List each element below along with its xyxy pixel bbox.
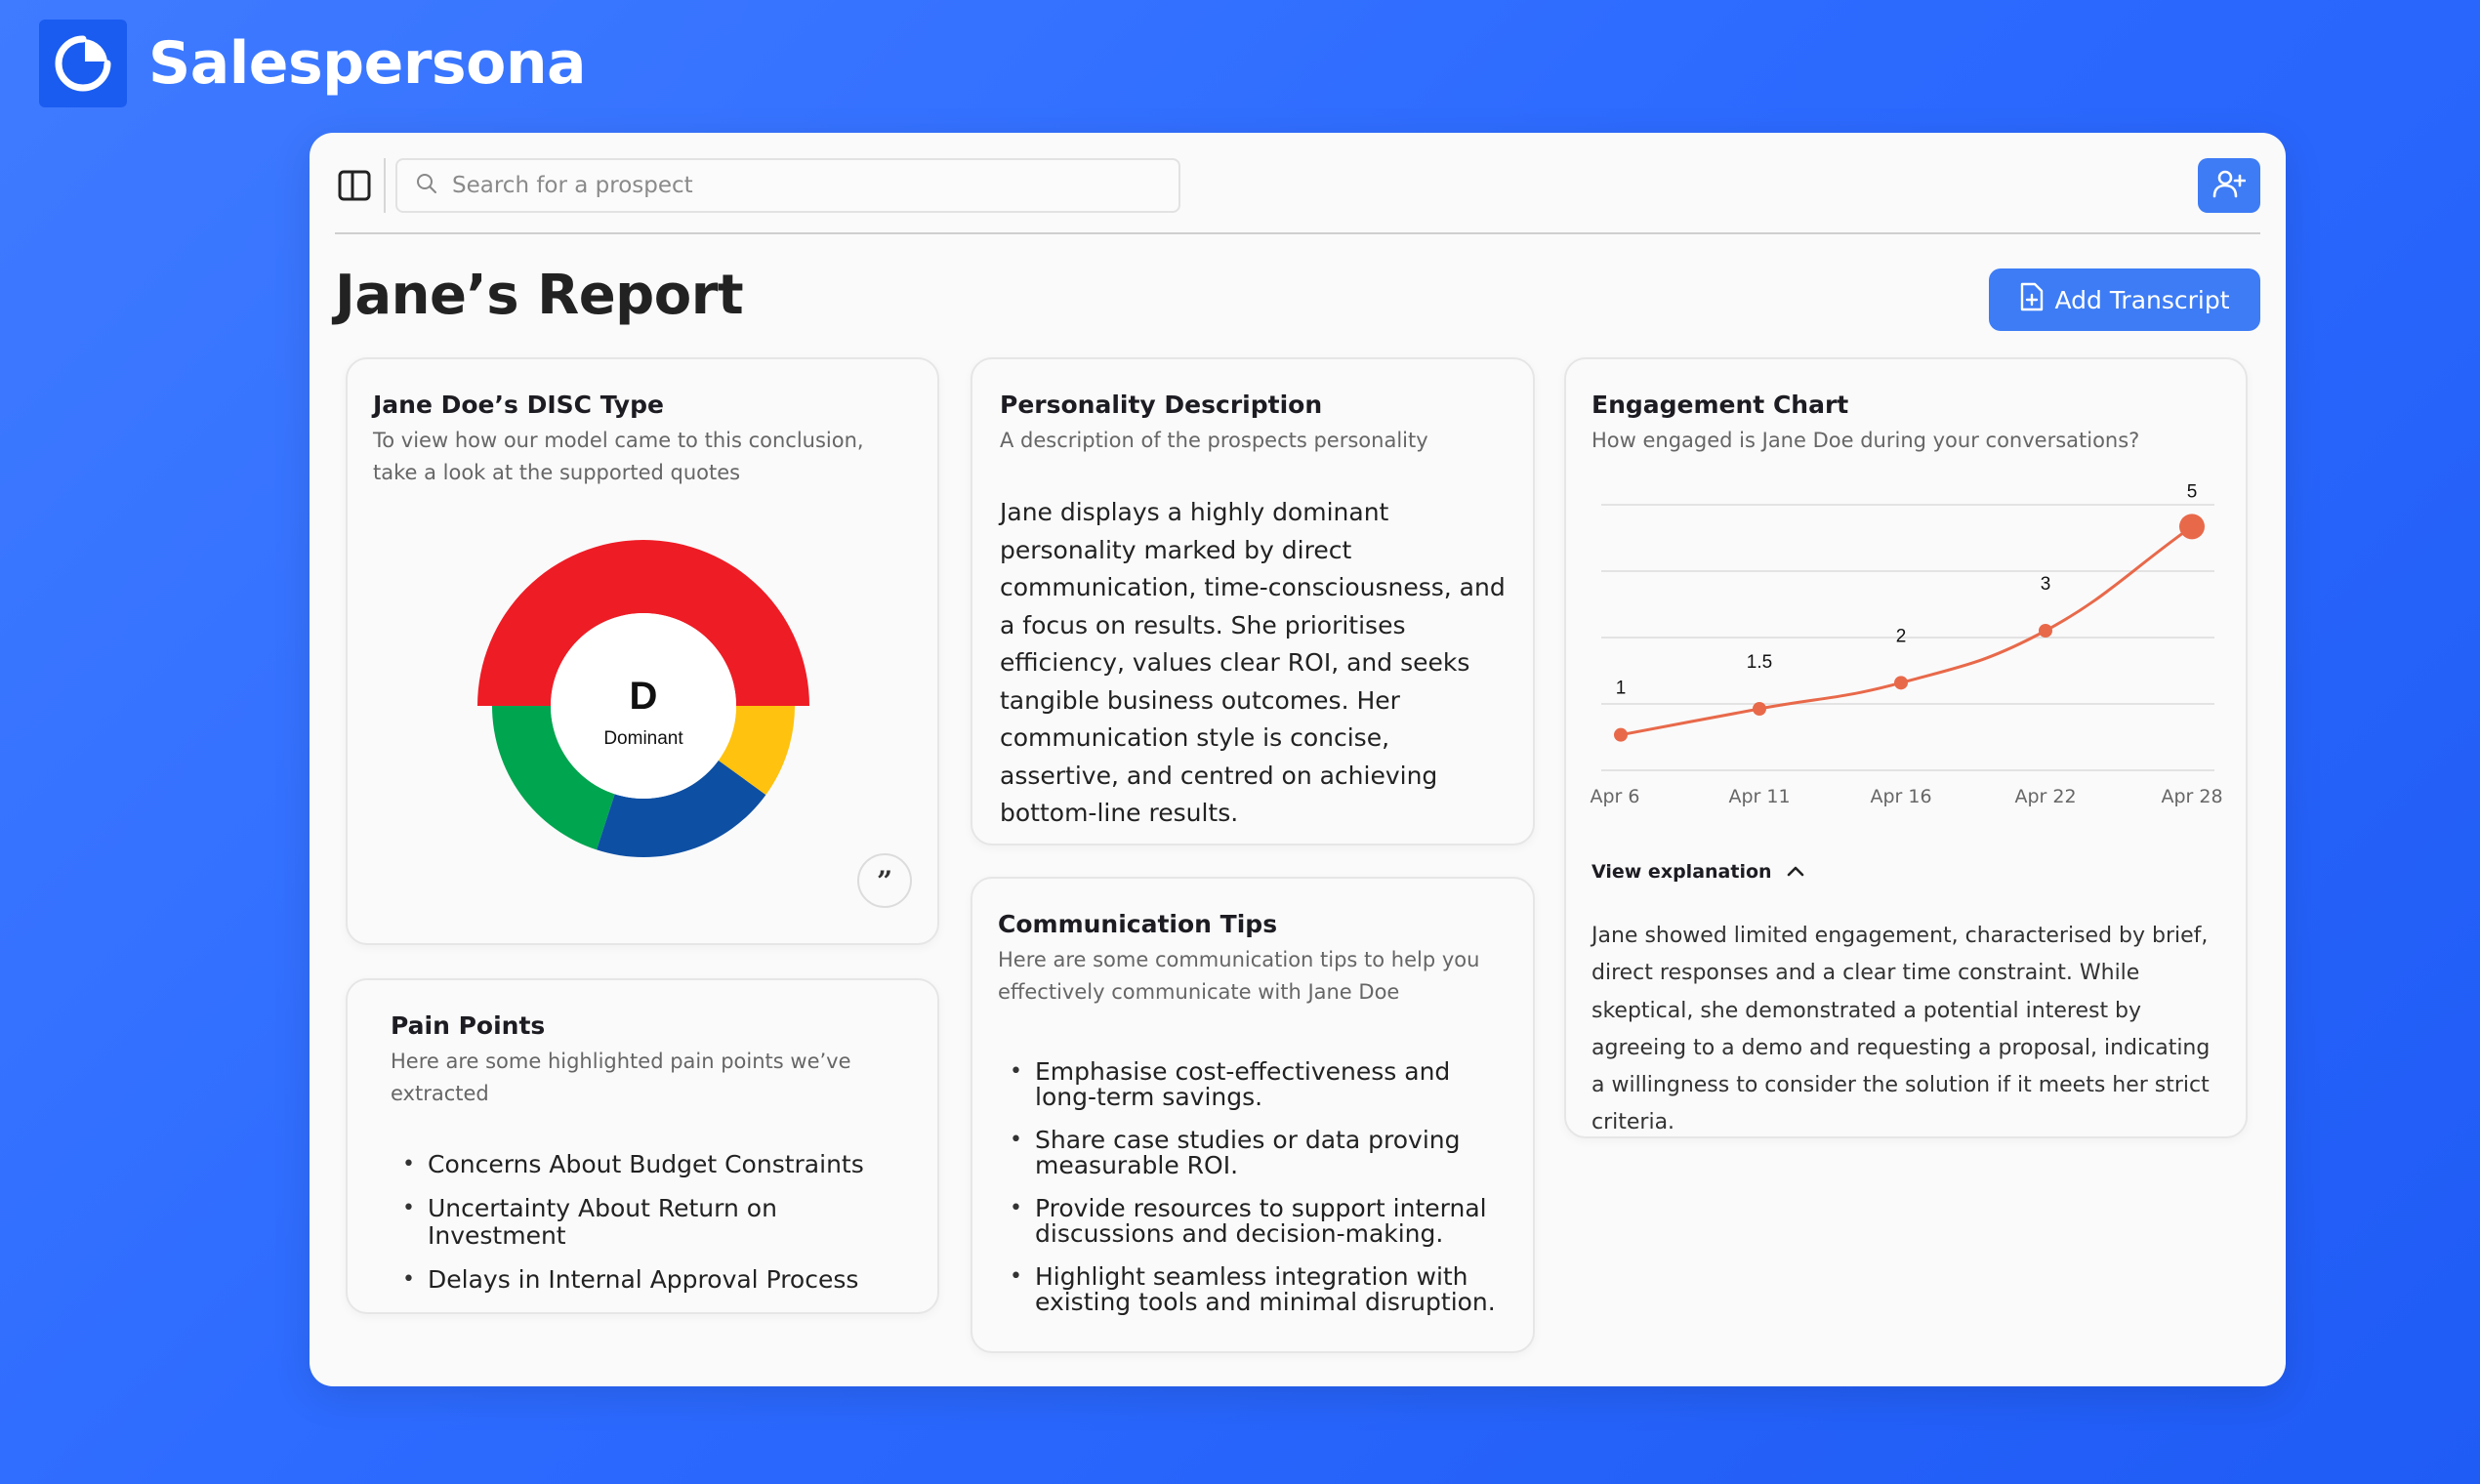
disc-type-card: Jane Doe’s DISC Type To view how our mod…: [346, 357, 939, 945]
search-icon: [415, 172, 438, 199]
personality-body: Jane displays a highly dominant personal…: [1000, 498, 1506, 827]
data-label: 5: [2187, 481, 2198, 502]
donut-segment-c: [492, 706, 615, 850]
list-item: Emphasise cost-effectiveness and long-te…: [998, 1059, 1508, 1110]
x-tick-label: Apr 11: [1728, 786, 1790, 807]
data-point[interactable]: [1614, 727, 1628, 742]
search-input[interactable]: [452, 173, 1136, 198]
supporting-quotes-button[interactable]: ”: [857, 853, 912, 908]
personality-card: Personality Description A description of…: [971, 357, 1535, 845]
pain-points-list: Concerns About Budget Constraints Uncert…: [391, 1151, 894, 1295]
x-tick-label: Apr 16: [1870, 786, 1931, 807]
tips-subtitle: Here are some communication tips to help…: [998, 948, 1480, 1004]
tips-title: Communication Tips: [998, 910, 1278, 938]
engagement-subtitle: How engaged is Jane Doe during your conv…: [1591, 429, 2140, 452]
x-tick-label: Apr 6: [1591, 786, 1640, 807]
add-transcript-button[interactable]: Add Transcript: [1989, 268, 2260, 331]
list-item: Highlight seamless integration with exis…: [998, 1264, 1508, 1315]
quote-icon: ”: [876, 864, 893, 897]
brand: Salespersona: [39, 20, 587, 107]
add-prospect-button[interactable]: [2198, 158, 2260, 213]
data-point[interactable]: [1894, 676, 1908, 690]
pain-points-title: Pain Points: [391, 1011, 546, 1040]
page-title: Jane’s Report: [335, 264, 744, 327]
data-label: 2: [1896, 626, 1907, 646]
data-point[interactable]: [1753, 702, 1766, 716]
topbar: [335, 158, 2260, 213]
engagement-line-chart: 1 Apr 6 1.5 Apr 11 2 Apr 16 3 Apr 22 5 Apr 28: [1588, 476, 2228, 807]
list-item: Concerns About Budget Constraints: [391, 1151, 894, 1179]
sidebar-toggle-icon[interactable]: [335, 166, 374, 205]
donut-center: [551, 613, 736, 799]
view-explanation-label: View explanation: [1591, 861, 1772, 883]
list-item: Uncertainty About Return on Investment: [391, 1195, 894, 1250]
topbar-divider: [384, 158, 386, 213]
communication-tips-card: Communication Tips Here are some communi…: [971, 877, 1535, 1353]
donut-segment-s: [597, 760, 766, 857]
add-file-icon: [2019, 282, 2045, 317]
data-label: 1: [1616, 679, 1627, 699]
disc-card-subtitle: To view how our model came to this concl…: [373, 429, 864, 484]
add-transcript-label: Add Transcript: [2054, 285, 2230, 314]
pain-points-subtitle: Here are some highlighted pain points we…: [391, 1050, 851, 1105]
x-tick-label: Apr 22: [2014, 786, 2076, 807]
x-tick-label: Apr 28: [2161, 786, 2222, 807]
search-box[interactable]: [395, 158, 1180, 213]
disc-label: Dominant: [603, 728, 683, 749]
report-window: Jane’s Report Add Transcript Jane Doe’s …: [310, 133, 2286, 1386]
data-label: 1.5: [1747, 652, 1772, 673]
add-user-icon: [2212, 167, 2247, 204]
personality-title: Personality Description: [1000, 391, 1323, 419]
brand-logo-icon: [39, 20, 127, 107]
disc-donut-chart: D Dominant: [473, 535, 814, 877]
engagement-explanation: Jane showed limited engagement, characte…: [1591, 924, 2211, 1135]
header-divider: [335, 232, 2260, 234]
donut-segment-i: [718, 706, 795, 796]
engagement-card: Engagement Chart How engaged is Jane Doe…: [1564, 357, 2248, 1138]
disc-letter: D: [630, 675, 658, 718]
list-item: Delays in Internal Approval Process: [391, 1266, 894, 1295]
list-item: Provide resources to support internal di…: [998, 1196, 1508, 1247]
data-label: 3: [2041, 574, 2051, 595]
brand-name: Salespersona: [148, 29, 587, 98]
personality-subtitle: A description of the prospects personali…: [1000, 429, 1428, 452]
list-item: Share case studies or data proving measu…: [998, 1128, 1508, 1178]
pain-points-card: Pain Points Here are some highlighted pa…: [346, 978, 939, 1314]
engagement-title: Engagement Chart: [1591, 391, 1849, 419]
view-explanation-toggle[interactable]: View explanation: [1591, 861, 1805, 883]
donut-segment-d: [477, 540, 809, 706]
data-point[interactable]: [2039, 624, 2052, 638]
data-point[interactable]: [2179, 514, 2205, 540]
tips-list: Emphasise cost-effectiveness and long-te…: [998, 1059, 1508, 1315]
disc-card-title: Jane Doe’s DISC Type: [373, 391, 664, 419]
chevron-up-icon: [1786, 861, 1805, 883]
